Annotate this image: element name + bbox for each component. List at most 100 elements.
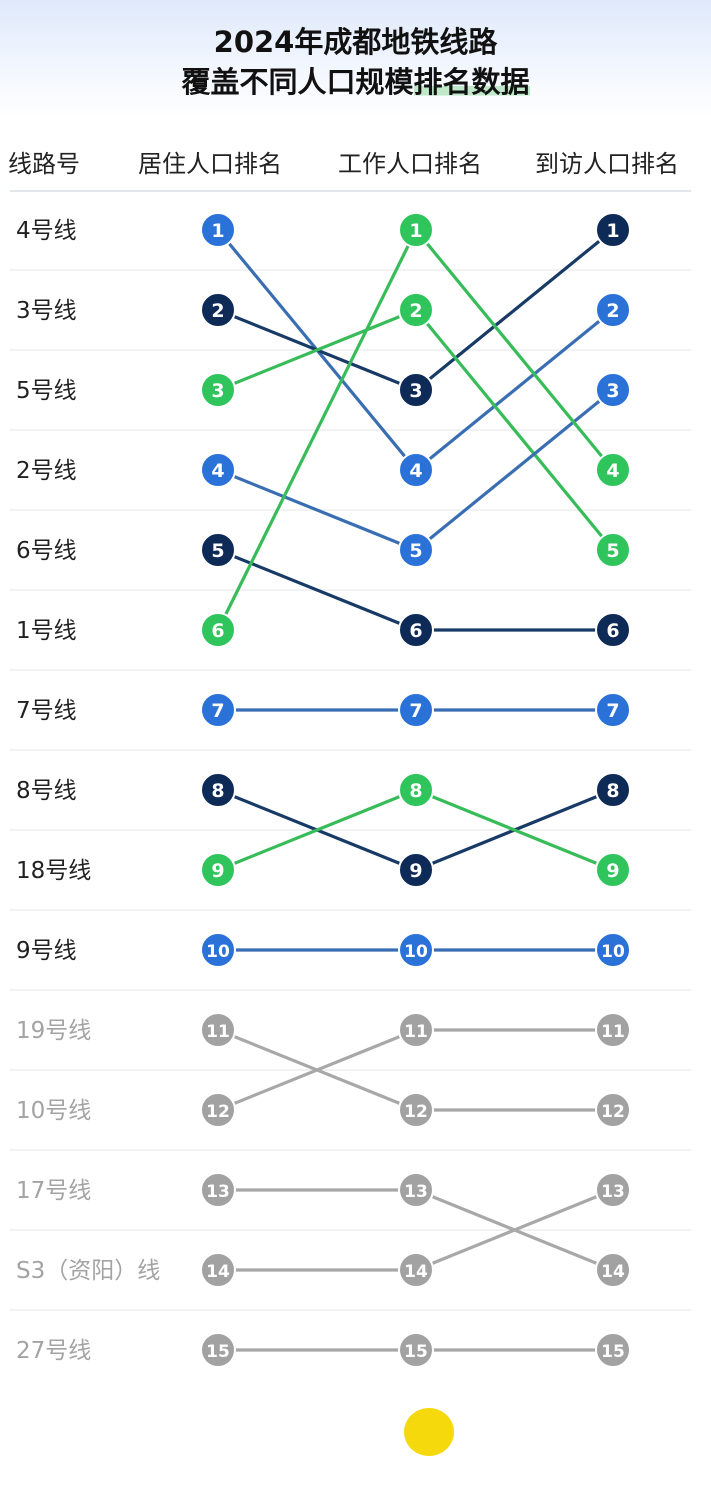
rank-node-label: 8 <box>211 780 224 802</box>
yellow-dot <box>404 1408 454 1456</box>
line-label: S3（资阳）线 <box>16 1258 160 1284</box>
rank-link <box>414 308 615 552</box>
rank-node-label: 5 <box>211 540 224 562</box>
rank-node <box>200 1332 236 1368</box>
rank-node <box>200 692 236 728</box>
line-label: 7号线 <box>16 698 77 724</box>
rank-node <box>200 1172 236 1208</box>
line-label: 17号线 <box>16 1178 91 1204</box>
rank-node <box>398 612 434 648</box>
rank-node <box>200 292 236 328</box>
rank-link <box>414 228 615 392</box>
rank-node <box>200 372 236 408</box>
header-residential-rank: 居住人口排名 <box>138 150 282 178</box>
rank-node <box>595 612 631 648</box>
line-label: 8号线 <box>16 778 77 804</box>
rank-links <box>216 228 615 1352</box>
rank-node-label: 14 <box>601 1262 625 1282</box>
rank-node <box>595 852 631 888</box>
rank-node <box>595 212 631 248</box>
rank-node <box>595 1252 631 1288</box>
rank-node-label: 1 <box>211 220 224 242</box>
rank-node <box>200 532 236 568</box>
header-line-number: 线路号 <box>8 150 80 178</box>
rank-node <box>595 1172 631 1208</box>
rank-node-label: 4 <box>211 460 224 482</box>
line-label: 6号线 <box>16 538 77 564</box>
rank-node-label: 5 <box>606 540 619 562</box>
rank-node-label: 9 <box>409 860 422 882</box>
rank-node <box>200 452 236 488</box>
line-label: 3号线 <box>16 298 77 324</box>
rank-node-label: 4 <box>606 460 619 482</box>
rank-node <box>398 852 434 888</box>
line-label: 10号线 <box>16 1098 91 1124</box>
chart-title: 2024年成都地铁线路 覆盖不同人口规模排名数据 <box>0 22 711 102</box>
title-line-2: 覆盖不同人口规模排名数据 <box>0 62 711 102</box>
rank-node-label: 15 <box>601 1342 625 1362</box>
rank-node <box>398 1332 434 1368</box>
header-visiting-rank: 到访人口排名 <box>535 150 679 178</box>
rank-node-label: 8 <box>409 780 422 802</box>
rank-node <box>398 1012 434 1048</box>
rank-node-label: 12 <box>404 1102 428 1122</box>
rank-node-label: 13 <box>206 1182 230 1202</box>
row-dividers <box>10 269 691 1311</box>
title-line-2-highlight: 排名数据 <box>413 65 530 99</box>
rank-node <box>200 772 236 808</box>
rank-node-label: 5 <box>409 540 422 562</box>
rank-node-label: 15 <box>404 1342 428 1362</box>
rank-node <box>200 932 236 968</box>
rank-node-label: 3 <box>606 380 619 402</box>
title-line-2-plain: 覆盖不同人口规模 <box>181 65 414 99</box>
rank-node-label: 11 <box>601 1022 625 1042</box>
line-label: 2号线 <box>16 458 77 484</box>
line-label: 27号线 <box>16 1338 91 1364</box>
rank-node-label: 15 <box>206 1342 230 1362</box>
rank-node <box>200 612 236 648</box>
rank-node-label: 10 <box>404 942 428 962</box>
rank-node <box>398 772 434 808</box>
rank-node-label: 6 <box>409 620 422 642</box>
rank-node <box>595 532 631 568</box>
header-divider <box>10 190 691 192</box>
rank-node <box>398 1252 434 1288</box>
rank-link <box>414 308 615 472</box>
line-labels: 4号线 3号线 5号线 2号线 6号线 1号线 7号线 8号线 18号线 9号线 19号线 10号线 1… <box>16 218 160 1364</box>
rank-node <box>398 1092 434 1128</box>
rank-node <box>595 292 631 328</box>
rank-nodes: 1234567891011121314151234567891011121314… <box>200 212 631 1368</box>
rank-node-label: 3 <box>211 380 224 402</box>
rank-node <box>200 1012 236 1048</box>
rank-node-label: 1 <box>409 220 422 242</box>
line-label: 5号线 <box>16 378 77 404</box>
rank-node <box>595 1012 631 1048</box>
rank-link <box>216 228 418 632</box>
line-label: 4号线 <box>16 218 77 244</box>
rank-link <box>216 788 418 872</box>
rank-node-label: 8 <box>606 780 619 802</box>
line-label: 19号线 <box>16 1018 91 1044</box>
rank-node-label: 2 <box>606 300 619 322</box>
rank-node-label: 9 <box>606 860 619 882</box>
rank-link <box>414 788 615 872</box>
rank-node <box>398 1172 434 1208</box>
rank-node-label: 3 <box>409 380 422 402</box>
rank-node-label: 9 <box>211 860 224 882</box>
rank-link <box>414 228 615 472</box>
rank-node <box>398 532 434 568</box>
rank-node <box>398 212 434 248</box>
rank-node-label: 6 <box>606 620 619 642</box>
rank-node-label: 11 <box>404 1022 428 1042</box>
rank-link <box>414 388 615 552</box>
rank-link <box>414 1188 615 1272</box>
rank-node <box>595 452 631 488</box>
rank-node-label: 2 <box>409 300 422 322</box>
rank-node <box>398 452 434 488</box>
rank-node <box>398 932 434 968</box>
rank-node-label: 13 <box>404 1182 428 1202</box>
rank-node <box>200 212 236 248</box>
rank-link <box>216 468 418 552</box>
rank-node <box>595 1332 631 1368</box>
